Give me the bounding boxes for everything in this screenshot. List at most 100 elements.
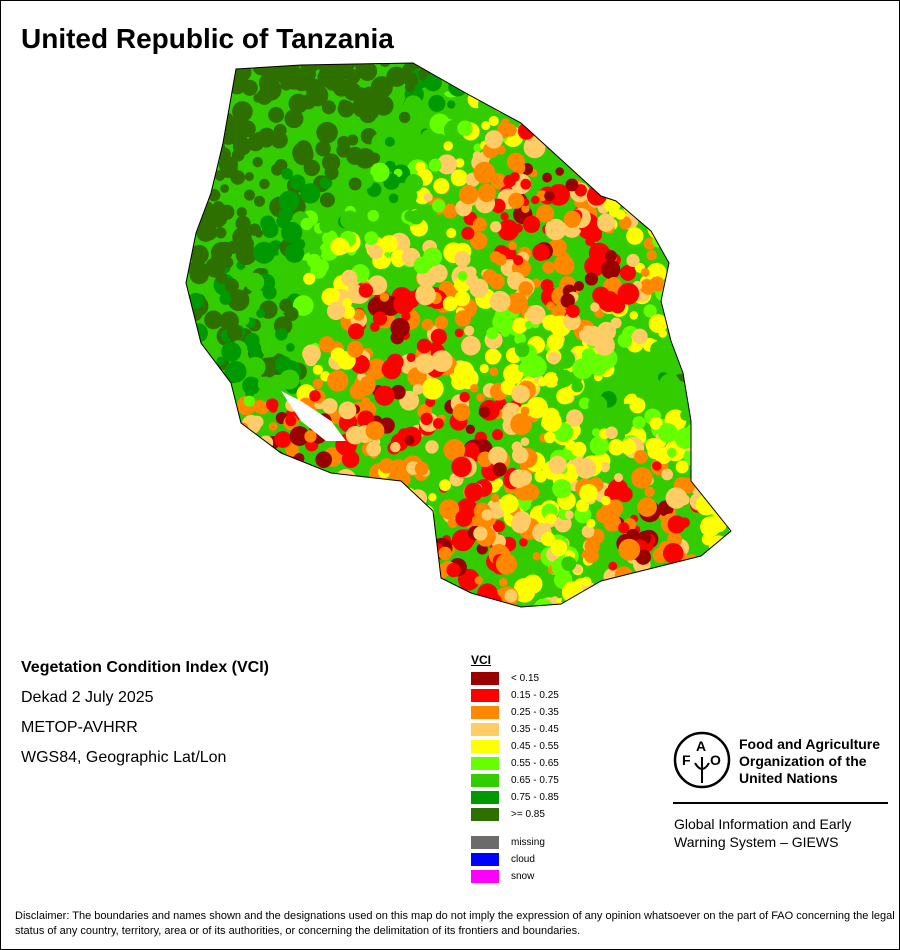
raster-cell [606,580,617,591]
raster-cell [614,63,624,72]
raster-cell [676,217,698,240]
vci-raster [186,63,731,607]
raster-cell [186,63,201,80]
raster-cell [436,154,457,175]
raster-cell [498,83,509,94]
raster-cell [667,515,686,534]
raster-cell [575,458,597,479]
raster-cell [716,497,726,507]
raster-cell [341,305,356,319]
raster-cell [237,537,247,547]
raster-cell [279,298,293,312]
raster-cell [218,484,235,500]
raster-cell [189,111,211,132]
raster-cell [211,587,232,607]
raster-cell [676,279,685,288]
raster-cell [278,557,291,570]
raster-cell [518,364,527,373]
raster-cell [293,581,305,593]
raster-cell [439,479,451,492]
raster-cell [707,262,719,274]
raster-cell [315,451,333,468]
fao-name-line: United Nations [739,770,838,786]
raster-cell [341,450,360,469]
raster-cell [695,414,716,436]
raster-cell [377,559,399,582]
fao-name-line: Food and Agriculture [739,736,881,752]
raster-cell [701,457,719,475]
raster-cell [560,293,575,308]
raster-cell [556,387,573,405]
raster-cell [259,178,270,190]
raster-cell [640,167,655,181]
raster-cell [717,240,731,255]
raster-cell [639,79,651,90]
legend-swatch [471,706,499,719]
raster-cell [380,235,399,253]
raster-cell [268,107,285,123]
raster-cell [689,229,707,248]
raster-cell [721,549,731,570]
raster-cell [685,371,705,390]
raster-cell [292,142,314,164]
raster-cell [513,255,524,266]
index-name: Vegetation Condition Index (VCI) [21,659,269,676]
raster-cell [673,195,696,218]
raster-cell [222,511,244,533]
raster-cell [327,370,349,392]
raster-cell [335,478,353,496]
raster-cell [696,132,715,151]
raster-cell [667,199,679,210]
legend-label: 0.65 - 0.75 [511,775,559,786]
legend-item: < 0.15 [471,672,539,685]
raster-cell [629,311,638,320]
raster-cell [526,356,547,378]
raster-cell [421,129,435,143]
raster-cell [454,250,471,268]
raster-cell [202,459,212,469]
raster-cell [643,589,653,598]
raster-cell [671,63,681,66]
raster-cell [366,358,388,380]
raster-cell [305,587,327,607]
raster-cell [312,517,333,538]
raster-cell [710,253,726,269]
raster-cell [378,458,395,474]
raster-cell [675,604,686,607]
raster-cell [335,523,348,537]
raster-cell [557,257,575,275]
raster-cell [405,500,418,512]
raster-cell [288,499,301,511]
raster-cell [588,242,611,265]
raster-cell [674,296,683,305]
raster-cell [204,399,224,420]
raster-cell [546,333,564,351]
raster-cell [265,515,288,538]
raster-cell [605,93,625,113]
raster-cell [186,571,190,581]
raster-cell [457,271,468,281]
raster-cell [439,499,460,520]
raster-cell [251,470,269,488]
raster-cell [201,466,223,487]
raster-cell [645,204,657,217]
raster-cell [532,552,541,561]
raster-cell [620,589,641,607]
raster-cell [626,591,640,605]
raster-cell [511,63,528,70]
raster-cell [245,272,265,292]
raster-cell [675,460,689,474]
raster-cell [309,390,321,402]
raster-cell [186,392,190,408]
raster-cell [717,101,727,111]
raster-cell [477,183,496,203]
raster-cell [321,100,336,115]
raster-cell [548,238,567,257]
raster-cell [596,213,616,232]
raster-cell [498,79,511,92]
raster-cell [469,232,488,250]
raster-cell [274,430,292,448]
raster-cell [403,95,423,114]
raster-cell [645,185,663,202]
legend-swatch [471,774,499,787]
